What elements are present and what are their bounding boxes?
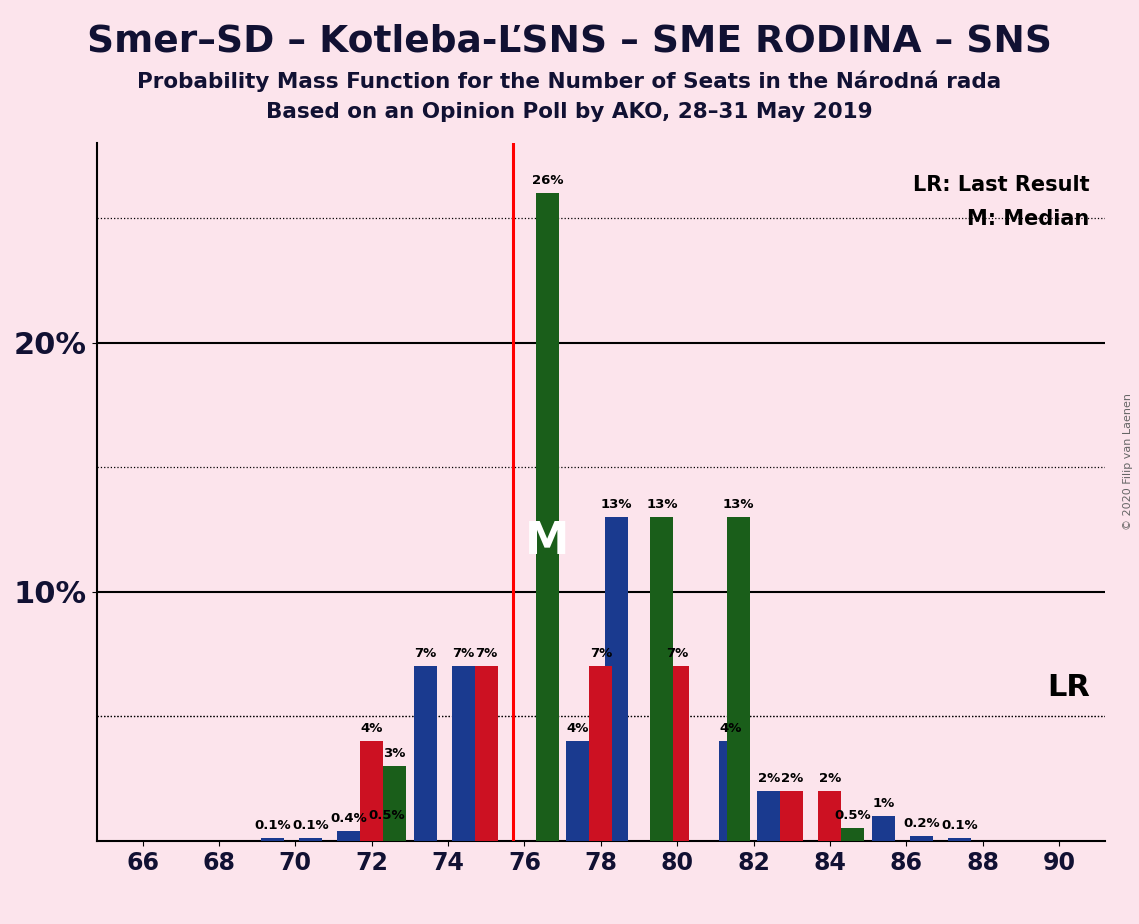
Text: 2%: 2% <box>757 772 780 784</box>
Bar <box>383 766 407 841</box>
Bar <box>719 741 743 841</box>
Bar <box>337 831 360 841</box>
Bar <box>566 741 589 841</box>
Bar <box>949 838 972 841</box>
Text: 0.1%: 0.1% <box>942 819 978 833</box>
Bar <box>872 816 895 841</box>
Text: 13%: 13% <box>646 498 678 511</box>
Text: Based on an Opinion Poll by AKO, 28–31 May 2019: Based on an Opinion Poll by AKO, 28–31 M… <box>267 102 872 122</box>
Text: 2%: 2% <box>819 772 841 784</box>
Text: 7%: 7% <box>452 647 475 661</box>
Bar <box>376 829 399 841</box>
Text: 4%: 4% <box>720 722 741 735</box>
Text: 0.1%: 0.1% <box>254 819 290 833</box>
Text: 4%: 4% <box>361 722 383 735</box>
Text: 7%: 7% <box>475 647 498 661</box>
Text: 0.1%: 0.1% <box>293 819 329 833</box>
Text: M: Median: M: Median <box>967 210 1090 229</box>
Text: 0.5%: 0.5% <box>835 809 871 822</box>
Text: 0.2%: 0.2% <box>903 817 940 830</box>
Text: 2%: 2% <box>780 772 803 784</box>
Bar <box>910 836 933 841</box>
Bar <box>842 829 865 841</box>
Bar <box>727 517 749 841</box>
Bar <box>300 838 322 841</box>
Bar <box>757 791 780 841</box>
Text: 7%: 7% <box>415 647 436 661</box>
Text: LR: Last Result: LR: Last Result <box>913 175 1090 195</box>
Text: Smer–SD – Kotleba-ĽSNS – SME RODINA – SNS: Smer–SD – Kotleba-ĽSNS – SME RODINA – SN… <box>87 23 1052 59</box>
Text: 26%: 26% <box>532 174 563 187</box>
Text: M: M <box>525 520 570 564</box>
Text: 13%: 13% <box>600 498 632 511</box>
Bar <box>780 791 803 841</box>
Text: LR: LR <box>1047 673 1090 702</box>
Bar <box>360 741 383 841</box>
Text: © 2020 Filip van Laenen: © 2020 Filip van Laenen <box>1123 394 1133 530</box>
Bar <box>413 666 436 841</box>
Bar <box>475 666 498 841</box>
Bar <box>819 791 842 841</box>
Text: 0.5%: 0.5% <box>369 809 405 822</box>
Text: 4%: 4% <box>567 722 589 735</box>
Bar <box>605 517 628 841</box>
Text: 7%: 7% <box>590 647 612 661</box>
Text: 3%: 3% <box>384 747 405 760</box>
Text: 13%: 13% <box>722 498 754 511</box>
Bar <box>536 193 559 841</box>
Bar <box>261 838 284 841</box>
Text: Probability Mass Function for the Number of Seats in the Národná rada: Probability Mass Function for the Number… <box>138 70 1001 91</box>
Text: 0.4%: 0.4% <box>330 811 367 824</box>
Text: 1%: 1% <box>872 796 894 809</box>
Bar <box>650 517 673 841</box>
Bar <box>589 666 613 841</box>
Text: 7%: 7% <box>666 647 688 661</box>
Bar <box>665 666 689 841</box>
Bar <box>452 666 475 841</box>
